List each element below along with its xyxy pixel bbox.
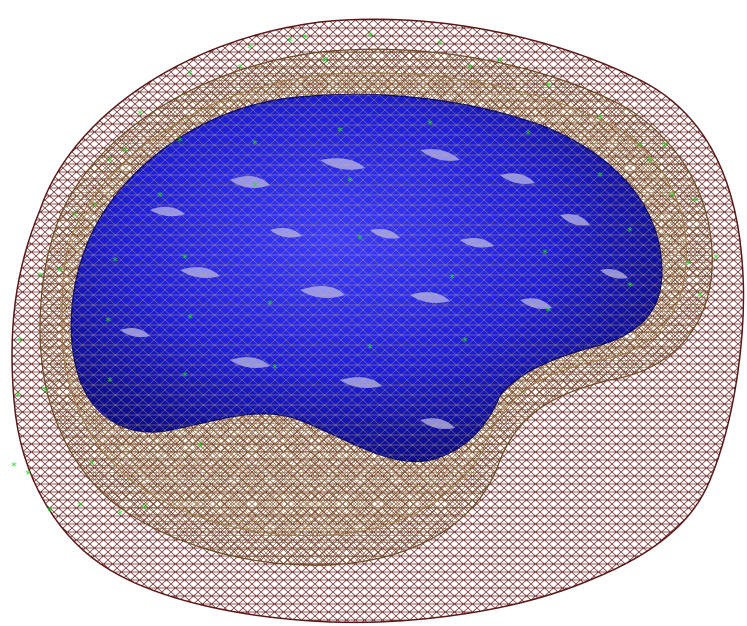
electrode-marker: *: [142, 502, 148, 515]
electrode-marker: *: [627, 280, 633, 293]
electrode-marker: *: [322, 55, 328, 68]
electrode-marker: *: [47, 505, 53, 518]
electrode-marker: *: [697, 290, 703, 303]
electrode-marker: *: [17, 335, 23, 348]
electrode-marker: *: [367, 30, 373, 43]
electrode-marker: *: [182, 252, 188, 265]
electrode-marker: *: [713, 252, 719, 265]
electrode-marker: *: [542, 247, 548, 260]
electrode-marker: *: [545, 305, 551, 318]
electrode-marker: *: [357, 233, 363, 246]
electrode-marker: *: [272, 362, 278, 375]
electrode-marker: *: [662, 140, 668, 153]
electrode-marker: *: [197, 440, 203, 453]
electrode-marker: *: [25, 468, 31, 481]
electrode-marker: *: [112, 255, 118, 268]
electrode-marker: *: [685, 258, 691, 271]
electrode-marker: *: [427, 118, 433, 131]
electrode-marker: *: [107, 375, 113, 388]
electrode-marker: *: [187, 68, 193, 81]
electrode-marker: *: [15, 390, 21, 403]
electrode-marker: *: [177, 135, 183, 148]
electrode-marker: *: [187, 312, 193, 325]
electrode-marker: *: [437, 38, 443, 51]
electrode-markers: * * * * * * * * * * * * * * * * * * * * * * * * * * * * * * * * * * * * * * * *…: [11, 30, 719, 521]
electrode-marker: *: [107, 155, 113, 168]
electrode-marker: *: [252, 180, 258, 193]
electrode-marker: *: [637, 140, 643, 153]
electrode-marker: *: [337, 125, 343, 138]
electrode-marker: *: [627, 225, 633, 238]
electrode-marker: *: [72, 210, 78, 223]
electrode-marker: *: [669, 190, 675, 203]
overlay-mesh: [71, 94, 662, 462]
electrode-marker: *: [42, 385, 48, 398]
electrode-marker: *: [597, 112, 603, 125]
electrode-marker: *: [647, 155, 653, 168]
electrode-marker: *: [157, 190, 163, 203]
electrode-marker: *: [449, 272, 455, 285]
electrode-marker: *: [92, 200, 98, 213]
electrode-marker: *: [117, 508, 123, 521]
electrode-marker: *: [122, 145, 128, 158]
electrode-marker: *: [287, 35, 293, 48]
electrode-marker: *: [57, 265, 63, 278]
electrode-marker: *: [182, 370, 188, 383]
electrode-marker: *: [347, 175, 353, 188]
electrode-marker: *: [237, 62, 243, 75]
electrode-marker: *: [497, 55, 503, 68]
electrode-marker: *: [367, 342, 373, 355]
electrode-marker: *: [89, 458, 95, 471]
electrode-marker: *: [545, 80, 551, 93]
electrode-marker: *: [692, 195, 698, 208]
electrode-marker: *: [77, 500, 83, 513]
electrode-marker: *: [137, 108, 143, 121]
electrode-marker: *: [105, 315, 111, 328]
electrode-marker: *: [37, 270, 43, 283]
electrode-marker: *: [267, 298, 273, 311]
electrode-marker: *: [467, 62, 473, 75]
electrode-marker: *: [462, 335, 468, 348]
electrode-marker: *: [252, 138, 258, 151]
electrode-marker: *: [525, 128, 531, 141]
electrode-marker: *: [597, 170, 603, 183]
electrode-marker: *: [247, 42, 253, 55]
electrode-marker: *: [302, 32, 308, 45]
electrode-marker: *: [11, 460, 17, 473]
